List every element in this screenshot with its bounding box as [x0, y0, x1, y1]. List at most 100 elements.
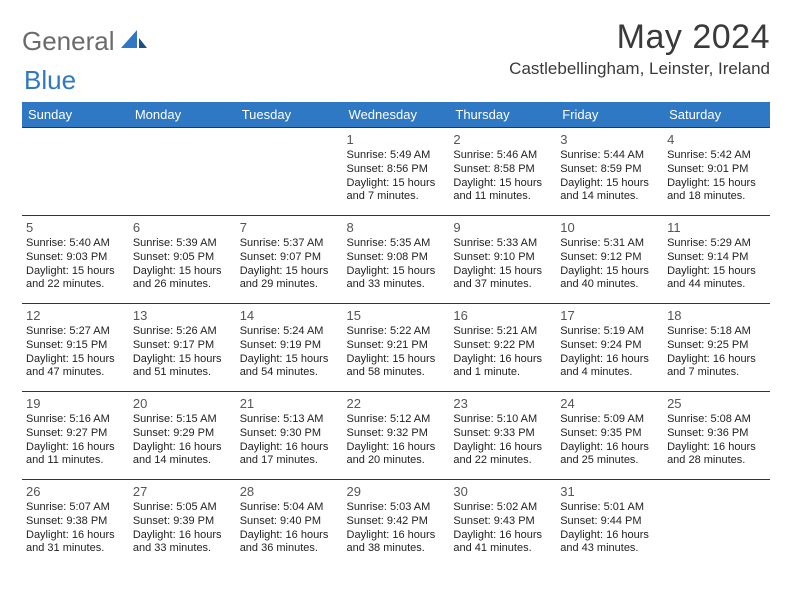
calendar-empty-cell — [22, 128, 129, 216]
day-details: Sunrise: 5:26 AMSunset: 9:17 PMDaylight:… — [133, 325, 232, 380]
calendar-empty-cell — [663, 480, 770, 568]
day-details: Sunrise: 5:02 AMSunset: 9:43 PMDaylight:… — [453, 501, 552, 556]
calendar-day-cell: 7Sunrise: 5:37 AMSunset: 9:07 PMDaylight… — [236, 216, 343, 304]
day-number: 6 — [133, 220, 232, 235]
calendar-day-cell: 18Sunrise: 5:18 AMSunset: 9:25 PMDayligh… — [663, 304, 770, 392]
calendar-day-cell: 26Sunrise: 5:07 AMSunset: 9:38 PMDayligh… — [22, 480, 129, 568]
day-number: 14 — [240, 308, 339, 323]
day-number: 23 — [453, 396, 552, 411]
calendar-day-cell: 13Sunrise: 5:26 AMSunset: 9:17 PMDayligh… — [129, 304, 236, 392]
day-number: 17 — [560, 308, 659, 323]
day-details: Sunrise: 5:07 AMSunset: 9:38 PMDaylight:… — [26, 501, 125, 556]
weekday-header: Thursday — [449, 102, 556, 128]
calendar-day-cell: 4 Sunrise: 5:42 AMSunset: 9:01 PMDaylight… — [663, 128, 770, 216]
day-number: 18 — [667, 308, 766, 323]
day-details: Sunrise: 5:13 AMSunset: 9:30 PMDaylight:… — [240, 413, 339, 468]
calendar-day-cell: 27Sunrise: 5:05 AMSunset: 9:39 PMDayligh… — [129, 480, 236, 568]
day-details: Sunrise: 5:09 AMSunset: 9:35 PMDaylight:… — [560, 413, 659, 468]
calendar-week-row: 5Sunrise: 5:40 AMSunset: 9:03 PMDaylight… — [22, 216, 770, 304]
day-details: Sunrise: 5:49 AMSunset: 8:56 PMDaylight:… — [347, 149, 446, 204]
calendar-day-cell: 20 Sunrise: 5:15 AMSunset: 9:29 PMDayligh… — [129, 392, 236, 480]
calendar-day-cell: 2 Sunrise: 5:46 AMSunset: 8:58 PMDaylight… — [449, 128, 556, 216]
day-details: Sunrise: 5:10 AMSunset: 9:33 PMDaylight:… — [453, 413, 552, 468]
title-block: May 2024 Castlebellingham, Leinster, Ire… — [509, 18, 770, 79]
calendar-day-cell: 11 Sunrise: 5:29 AMSunset: 9:14 PMDayligh… — [663, 216, 770, 304]
weekday-header: Monday — [129, 102, 236, 128]
day-details: Sunrise: 5:03 AMSunset: 9:42 PMDaylight:… — [347, 501, 446, 556]
calendar-day-cell: 14 Sunrise: 5:24 AMSunset: 9:19 PMDayligh… — [236, 304, 343, 392]
calendar-day-cell: 10 Sunrise: 5:31 AMSunset: 9:12 PMDayligh… — [556, 216, 663, 304]
weekday-header: Friday — [556, 102, 663, 128]
brand-logo: General — [22, 26, 149, 57]
calendar-day-cell: 5Sunrise: 5:40 AMSunset: 9:03 PMDaylight… — [22, 216, 129, 304]
calendar-header: SundayMondayTuesdayWednesdayThursdayFrid… — [22, 102, 770, 128]
calendar-day-cell: 1Sunrise: 5:49 AMSunset: 8:56 PMDaylight… — [343, 128, 450, 216]
day-details: Sunrise: 5:05 AMSunset: 9:39 PMDaylight:… — [133, 501, 232, 556]
day-number: 19 — [26, 396, 125, 411]
calendar-day-cell: 25Sunrise: 5:08 AMSunset: 9:36 PMDayligh… — [663, 392, 770, 480]
calendar-day-cell: 17 Sunrise: 5:19 AMSunset: 9:24 PMDayligh… — [556, 304, 663, 392]
day-details: Sunrise: 5:46 AMSunset: 8:58 PMDaylight:… — [453, 149, 552, 204]
brand-part2: Blue — [24, 65, 76, 96]
calendar-day-cell: 29 Sunrise: 5:03 AMSunset: 9:42 PMDayligh… — [343, 480, 450, 568]
day-details: Sunrise: 5:22 AMSunset: 9:21 PMDaylight:… — [347, 325, 446, 380]
day-details: Sunrise: 5:15 AMSunset: 9:29 PMDaylight:… — [133, 413, 232, 468]
day-number: 15 — [347, 308, 446, 323]
day-details: Sunrise: 5:39 AMSunset: 9:05 PMDaylight:… — [133, 237, 232, 292]
calendar-day-cell: 8Sunrise: 5:35 AMSunset: 9:08 PMDaylight… — [343, 216, 450, 304]
day-number: 12 — [26, 308, 125, 323]
brand-part1: General — [22, 26, 115, 57]
calendar-day-cell: 22 Sunrise: 5:12 AMSunset: 9:32 PMDayligh… — [343, 392, 450, 480]
location-text: Castlebellingham, Leinster, Ireland — [509, 59, 770, 79]
day-details: Sunrise: 5:21 AMSunset: 9:22 PMDaylight:… — [453, 325, 552, 380]
day-details: Sunrise: 5:29 AMSunset: 9:14 PMDaylight:… — [667, 237, 766, 292]
day-number: 28 — [240, 484, 339, 499]
calendar-week-row: 1Sunrise: 5:49 AMSunset: 8:56 PMDaylight… — [22, 128, 770, 216]
day-details: Sunrise: 5:42 AMSunset: 9:01 PMDaylight:… — [667, 149, 766, 204]
day-number: 20 — [133, 396, 232, 411]
calendar-day-cell: 3 Sunrise: 5:44 AMSunset: 8:59 PMDaylight… — [556, 128, 663, 216]
day-details: Sunrise: 5:44 AMSunset: 8:59 PMDaylight:… — [560, 149, 659, 204]
day-number: 3 — [560, 132, 659, 147]
day-details: Sunrise: 5:04 AMSunset: 9:40 PMDaylight:… — [240, 501, 339, 556]
day-number: 11 — [667, 220, 766, 235]
calendar-day-cell: 21 Sunrise: 5:13 AMSunset: 9:30 PMDayligh… — [236, 392, 343, 480]
calendar-week-row: 19Sunrise: 5:16 AMSunset: 9:27 PMDayligh… — [22, 392, 770, 480]
day-number: 30 — [453, 484, 552, 499]
day-number: 8 — [347, 220, 446, 235]
calendar-day-cell: 24 Sunrise: 5:09 AMSunset: 9:35 PMDayligh… — [556, 392, 663, 480]
day-number: 21 — [240, 396, 339, 411]
day-details: Sunrise: 5:40 AMSunset: 9:03 PMDaylight:… — [26, 237, 125, 292]
day-number: 29 — [347, 484, 446, 499]
calendar-day-cell: 15 Sunrise: 5:22 AMSunset: 9:21 PMDayligh… — [343, 304, 450, 392]
day-number: 24 — [560, 396, 659, 411]
weekday-header: Wednesday — [343, 102, 450, 128]
calendar-day-cell: 23 Sunrise: 5:10 AMSunset: 9:33 PMDayligh… — [449, 392, 556, 480]
day-details: Sunrise: 5:24 AMSunset: 9:19 PMDaylight:… — [240, 325, 339, 380]
day-number: 10 — [560, 220, 659, 235]
sail-icon — [121, 28, 147, 55]
day-number: 4 — [667, 132, 766, 147]
calendar-day-cell: 19Sunrise: 5:16 AMSunset: 9:27 PMDayligh… — [22, 392, 129, 480]
calendar-week-row: 26Sunrise: 5:07 AMSunset: 9:38 PMDayligh… — [22, 480, 770, 568]
day-details: Sunrise: 5:12 AMSunset: 9:32 PMDaylight:… — [347, 413, 446, 468]
day-number: 16 — [453, 308, 552, 323]
calendar-table: SundayMondayTuesdayWednesdayThursdayFrid… — [22, 102, 770, 568]
weekday-header: Tuesday — [236, 102, 343, 128]
day-details: Sunrise: 5:19 AMSunset: 9:24 PMDaylight:… — [560, 325, 659, 380]
calendar-empty-cell — [129, 128, 236, 216]
day-details: Sunrise: 5:01 AMSunset: 9:44 PMDaylight:… — [560, 501, 659, 556]
day-number: 9 — [453, 220, 552, 235]
calendar-day-cell: 16 Sunrise: 5:21 AMSunset: 9:22 PMDayligh… — [449, 304, 556, 392]
calendar-day-cell: 9 Sunrise: 5:33 AMSunset: 9:10 PMDaylight… — [449, 216, 556, 304]
day-details: Sunrise: 5:33 AMSunset: 9:10 PMDaylight:… — [453, 237, 552, 292]
day-number: 2 — [453, 132, 552, 147]
weekday-header: Saturday — [663, 102, 770, 128]
weekday-header: Sunday — [22, 102, 129, 128]
calendar-day-cell: 31Sunrise: 5:01 AMSunset: 9:44 PMDayligh… — [556, 480, 663, 568]
day-number: 22 — [347, 396, 446, 411]
calendar-body: 1Sunrise: 5:49 AMSunset: 8:56 PMDaylight… — [22, 128, 770, 568]
month-title: May 2024 — [509, 18, 770, 57]
day-details: Sunrise: 5:37 AMSunset: 9:07 PMDaylight:… — [240, 237, 339, 292]
day-details: Sunrise: 5:31 AMSunset: 9:12 PMDaylight:… — [560, 237, 659, 292]
